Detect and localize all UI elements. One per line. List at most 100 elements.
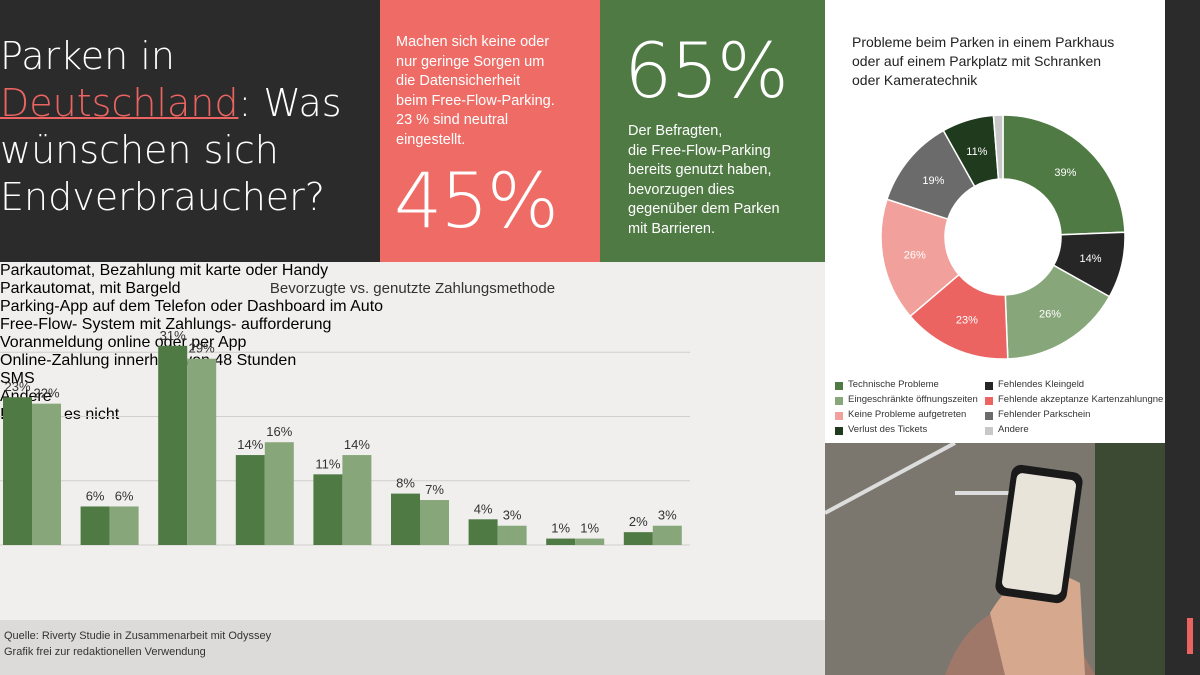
bar — [313, 474, 343, 545]
legend-swatch — [985, 382, 993, 390]
logo-mark — [1187, 618, 1193, 654]
value-label: 14% — [237, 437, 263, 452]
legend-swatch — [985, 412, 993, 420]
bar — [652, 525, 682, 545]
value-label: 29% — [189, 341, 215, 356]
bar — [575, 538, 605, 545]
stat-figure: 45% — [394, 156, 559, 245]
x-tick-label: Parking-App auf dem Telefon oder Dashboa… — [0, 298, 384, 315]
legend-swatch — [835, 427, 843, 435]
bar-chart: 23% 22%6% 6%31%29%14%16%11%14%8% 7%4% 3%1% 1%… — [0, 328, 690, 546]
value-label: 3% — [503, 508, 522, 523]
bar — [158, 345, 188, 545]
value-label: 31% — [160, 328, 186, 343]
bar — [342, 455, 372, 545]
value-label: 23% — [956, 314, 978, 326]
legend-swatch — [835, 397, 843, 405]
value-label: 26% — [1039, 309, 1061, 321]
stat-text-line: mit Barrieren. — [628, 220, 716, 237]
bar — [497, 525, 527, 545]
bar — [391, 493, 420, 545]
chart-title-line: oder auf einem Parkplatz mit Schranken — [852, 53, 1102, 69]
donut-chart: 39% 14% 26% 23% 26% 19% 11% — [880, 114, 1126, 360]
value-label: 3% — [658, 508, 677, 523]
source-band: Quelle: Riverty Studie in Zusammenarbeit… — [0, 620, 825, 675]
title-text: : Was — [238, 81, 342, 125]
source: Grafik frei zur redaktionellen Verwendun… — [4, 646, 206, 658]
title-line: Parken in — [0, 34, 175, 78]
value-label: 14% — [344, 437, 370, 452]
title-highlight: Deutschland — [0, 81, 239, 125]
title-line: Deutschland: Was — [0, 81, 342, 125]
bar — [264, 442, 294, 545]
bar — [32, 403, 61, 545]
legend-label: Fehlendes Kleingeld — [998, 379, 1085, 390]
title-line: wünschen sich — [0, 128, 279, 172]
stat-text-line: eingestellt. — [396, 131, 466, 148]
stat-figure: 65% — [624, 26, 789, 115]
value-label: 7% — [425, 482, 444, 497]
road-mark — [825, 443, 956, 515]
x-tick-label: Online-Zahlung innerhalb von 48 Stunden — [0, 352, 297, 369]
value-label: 11% — [315, 456, 340, 471]
x-tick-label: Parkautomat, mit Bargeld — [0, 280, 181, 297]
title-line: Endverbraucher? — [0, 175, 325, 219]
value-label: 8% — [396, 476, 415, 491]
value-label: 22% — [33, 386, 59, 401]
legend-swatch — [985, 397, 993, 405]
bar-panel: Bevorzugte vs. genutzte Zahlungsmethode … — [0, 262, 825, 620]
stat-text: Machen sich keine oder nur geringe Sorgen… — [396, 33, 555, 150]
bar — [468, 519, 498, 545]
stat-text-line: die Datensicherheit — [396, 73, 521, 89]
value-label: 1% — [580, 521, 599, 536]
stat-text-line: beim Free-Flow-Parking. — [396, 92, 555, 109]
value-label: 26% — [904, 250, 926, 262]
value-label: 39% — [1054, 167, 1076, 179]
legend-swatch — [835, 382, 843, 390]
stat-text-line: nur geringe Sorgen um — [396, 53, 545, 70]
legend-label: Andere — [998, 424, 1029, 435]
value-label: 6% — [86, 488, 105, 503]
stat-text-line: 23 % sind neutral — [396, 112, 509, 128]
title-panel: Parken in Deutschland: Was wünschen sich… — [0, 0, 380, 262]
legend-label: Eingeschränkte öffnungszeiten — [848, 394, 978, 405]
legend-swatch — [985, 427, 993, 435]
hedge — [1095, 443, 1165, 675]
legend-label: Technische Probleme — [848, 379, 939, 390]
bar — [546, 538, 576, 545]
value-label: 6% — [115, 488, 134, 503]
chart-title: Probleme beim Parken in einem Parkhaus od… — [852, 33, 1114, 90]
legend-label: Keine Probleme aufgetreten — [848, 409, 967, 420]
stat-box: 65% Der Befragten, die Free-Flow-Parking b… — [600, 0, 825, 262]
value-label: 1% — [551, 521, 570, 536]
value-label: 16% — [266, 424, 292, 439]
x-tick-label: Free-Flow- System mit Zahlungs- aufforde… — [0, 316, 332, 333]
value-label: 11% — [966, 146, 987, 158]
stat-text-line: gegenüber dem Parken — [628, 201, 780, 217]
donut-slice — [1002, 114, 1126, 236]
stat-text: Der Befragten, die Free-Flow-Parking berei… — [628, 122, 780, 239]
chart-title: Bevorzugte vs. genutzte Zahlungsmethode — [269, 280, 556, 297]
side-strip — [1165, 0, 1200, 675]
chart-title-line: oder Kameratechnik — [852, 72, 978, 88]
x-tick-label: Parkautomat, Bezahlung mit karte oder Ha… — [0, 262, 329, 279]
value-label: 2% — [629, 514, 648, 529]
bar — [109, 506, 139, 545]
stat-box: Machen sich keine oder nur geringe Sorgen… — [380, 0, 600, 262]
bar — [3, 397, 32, 545]
donut-panel: Probleme beim Parken in einem Parkhaus od… — [825, 0, 1165, 443]
bar — [235, 455, 265, 545]
bar — [80, 506, 110, 545]
value-label: 19% — [922, 175, 944, 187]
value-label: 23% — [4, 379, 30, 394]
photo — [825, 443, 1165, 675]
stat-text-line: die Free-Flow-Parking — [628, 142, 771, 159]
legend-label: Fehlender Parkschein — [998, 409, 1091, 420]
value-label: 4% — [474, 501, 493, 516]
bar — [187, 358, 217, 545]
source: Quelle: Riverty Studie in Zusammenarbeit… — [4, 630, 272, 642]
chart-title-line: Probleme beim Parken in einem Parkhaus — [852, 34, 1115, 50]
bar — [623, 532, 653, 545]
bar — [420, 500, 449, 545]
